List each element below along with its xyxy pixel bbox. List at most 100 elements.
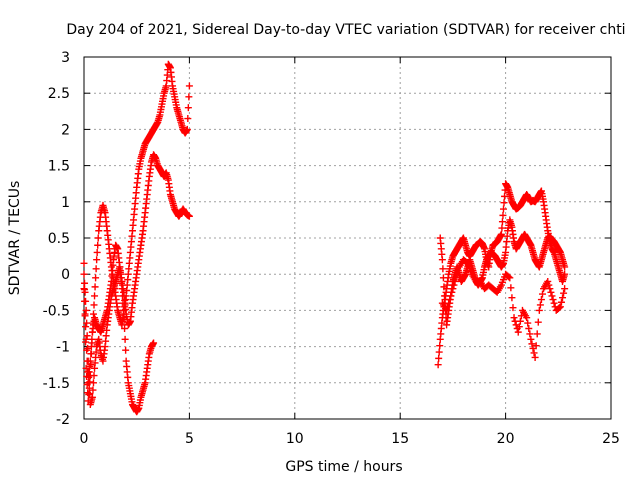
data-point: [94, 234, 102, 242]
data-point: [506, 274, 514, 282]
y-axis-label: SDTVAR / TECUs: [7, 181, 23, 296]
data-point: [81, 310, 89, 318]
y-tick-label: -1.5: [43, 376, 70, 392]
data-point: [119, 299, 127, 307]
y-tick-label: -1: [56, 340, 70, 356]
data-point: [444, 303, 452, 311]
data-point: [548, 292, 556, 300]
y-tick-label: -2: [56, 412, 70, 428]
data-point: [547, 288, 555, 296]
data-point: [185, 93, 193, 101]
data-point: [118, 292, 126, 300]
data-point: [532, 342, 540, 350]
data-point: [536, 301, 544, 309]
data-point: [508, 294, 516, 302]
data-point: [86, 390, 94, 398]
series-markers: [438, 256, 569, 361]
data-point: [498, 224, 506, 232]
data-point: [121, 335, 129, 343]
data-point: [184, 104, 192, 112]
data-point: [544, 277, 552, 285]
data-point: [435, 354, 443, 362]
data-point: [535, 306, 543, 314]
data-point: [561, 270, 569, 278]
y-tick-label: 0.5: [48, 231, 70, 247]
data-point: [497, 230, 505, 238]
data-point: [533, 330, 541, 338]
data-point: [89, 379, 97, 387]
data-point: [83, 319, 91, 327]
data-point: [445, 299, 453, 307]
data-point: [80, 270, 88, 278]
y-tick-label: -0.5: [43, 303, 70, 319]
data-point: [545, 281, 553, 289]
data-point: [84, 344, 92, 352]
y-tick-labels: -2 -1.5 -1 -0.5 0 0.5 1 1.5 2 2.5 3: [43, 50, 70, 428]
y-tick-label: 1: [61, 195, 70, 211]
data-point: [88, 393, 96, 401]
data-point: [82, 306, 90, 314]
data-point: [183, 125, 191, 133]
data-point: [451, 277, 459, 285]
x-axis-label: GPS time / hours: [285, 459, 402, 475]
data-point: [530, 349, 538, 357]
data-point: [559, 294, 567, 302]
x-tick-labels: 0 5 10 15 20 25: [80, 431, 620, 447]
data-point: [449, 285, 457, 293]
data-point: [80, 259, 88, 267]
data-point: [150, 339, 158, 347]
data-point: [526, 330, 534, 338]
data-point: [447, 292, 455, 300]
data-point: [453, 270, 461, 278]
x-tick-label: 5: [185, 431, 194, 447]
y-tick-label: 3: [61, 50, 70, 66]
data-point: [118, 285, 126, 293]
data-point: [450, 281, 458, 289]
data-point: [515, 323, 523, 331]
data-point: [555, 304, 563, 312]
data-point: [185, 82, 193, 90]
data-point: [523, 314, 531, 322]
data-point: [499, 205, 507, 213]
data-markers: [80, 60, 569, 416]
data-point: [452, 274, 460, 282]
data-point: [531, 353, 539, 361]
data-point: [122, 346, 130, 354]
data-point: [549, 296, 557, 304]
data-point: [509, 304, 517, 312]
data-point: [527, 335, 535, 343]
data-point: [438, 256, 446, 264]
data-point: [448, 288, 456, 296]
series-markers: [80, 263, 158, 416]
data-point: [93, 248, 101, 256]
data-point: [525, 325, 533, 332]
data-point: [435, 348, 443, 356]
data-point: [85, 368, 93, 376]
data-point: [184, 115, 192, 123]
data-point: [94, 241, 102, 249]
data-point: [507, 284, 515, 292]
data-point: [81, 279, 89, 287]
data-point: [505, 273, 513, 281]
grid-lines: [84, 57, 611, 419]
data-point: [82, 364, 90, 372]
data-point: [550, 299, 558, 307]
data-point: [537, 296, 545, 304]
data-point: [91, 292, 99, 300]
y-tick-label: 2.5: [48, 86, 70, 102]
data-point: [89, 310, 97, 318]
x-tick-label: 0: [80, 431, 89, 447]
data-point: [439, 274, 447, 282]
data-point: [498, 218, 506, 226]
x-tick-label: 15: [391, 431, 409, 447]
data-point: [89, 386, 97, 394]
data-point: [84, 357, 92, 365]
data-point: [454, 267, 462, 275]
data-point: [85, 391, 93, 399]
data-point: [87, 350, 95, 358]
data-point: [91, 283, 99, 291]
data-point: [83, 332, 91, 340]
data-point: [434, 361, 442, 369]
data-point: [120, 306, 128, 314]
